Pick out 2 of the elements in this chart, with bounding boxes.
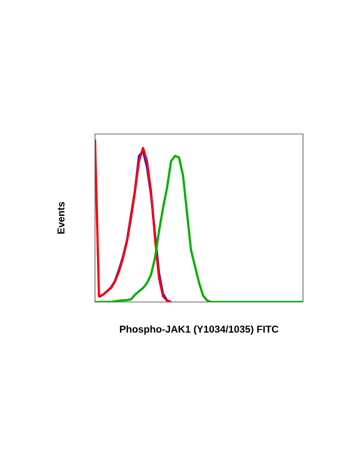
- x-axis-title: Phospho-JAK1 (Y1034/1035) FITC: [120, 325, 278, 335]
- y-axis-title: Events: [58, 202, 64, 234]
